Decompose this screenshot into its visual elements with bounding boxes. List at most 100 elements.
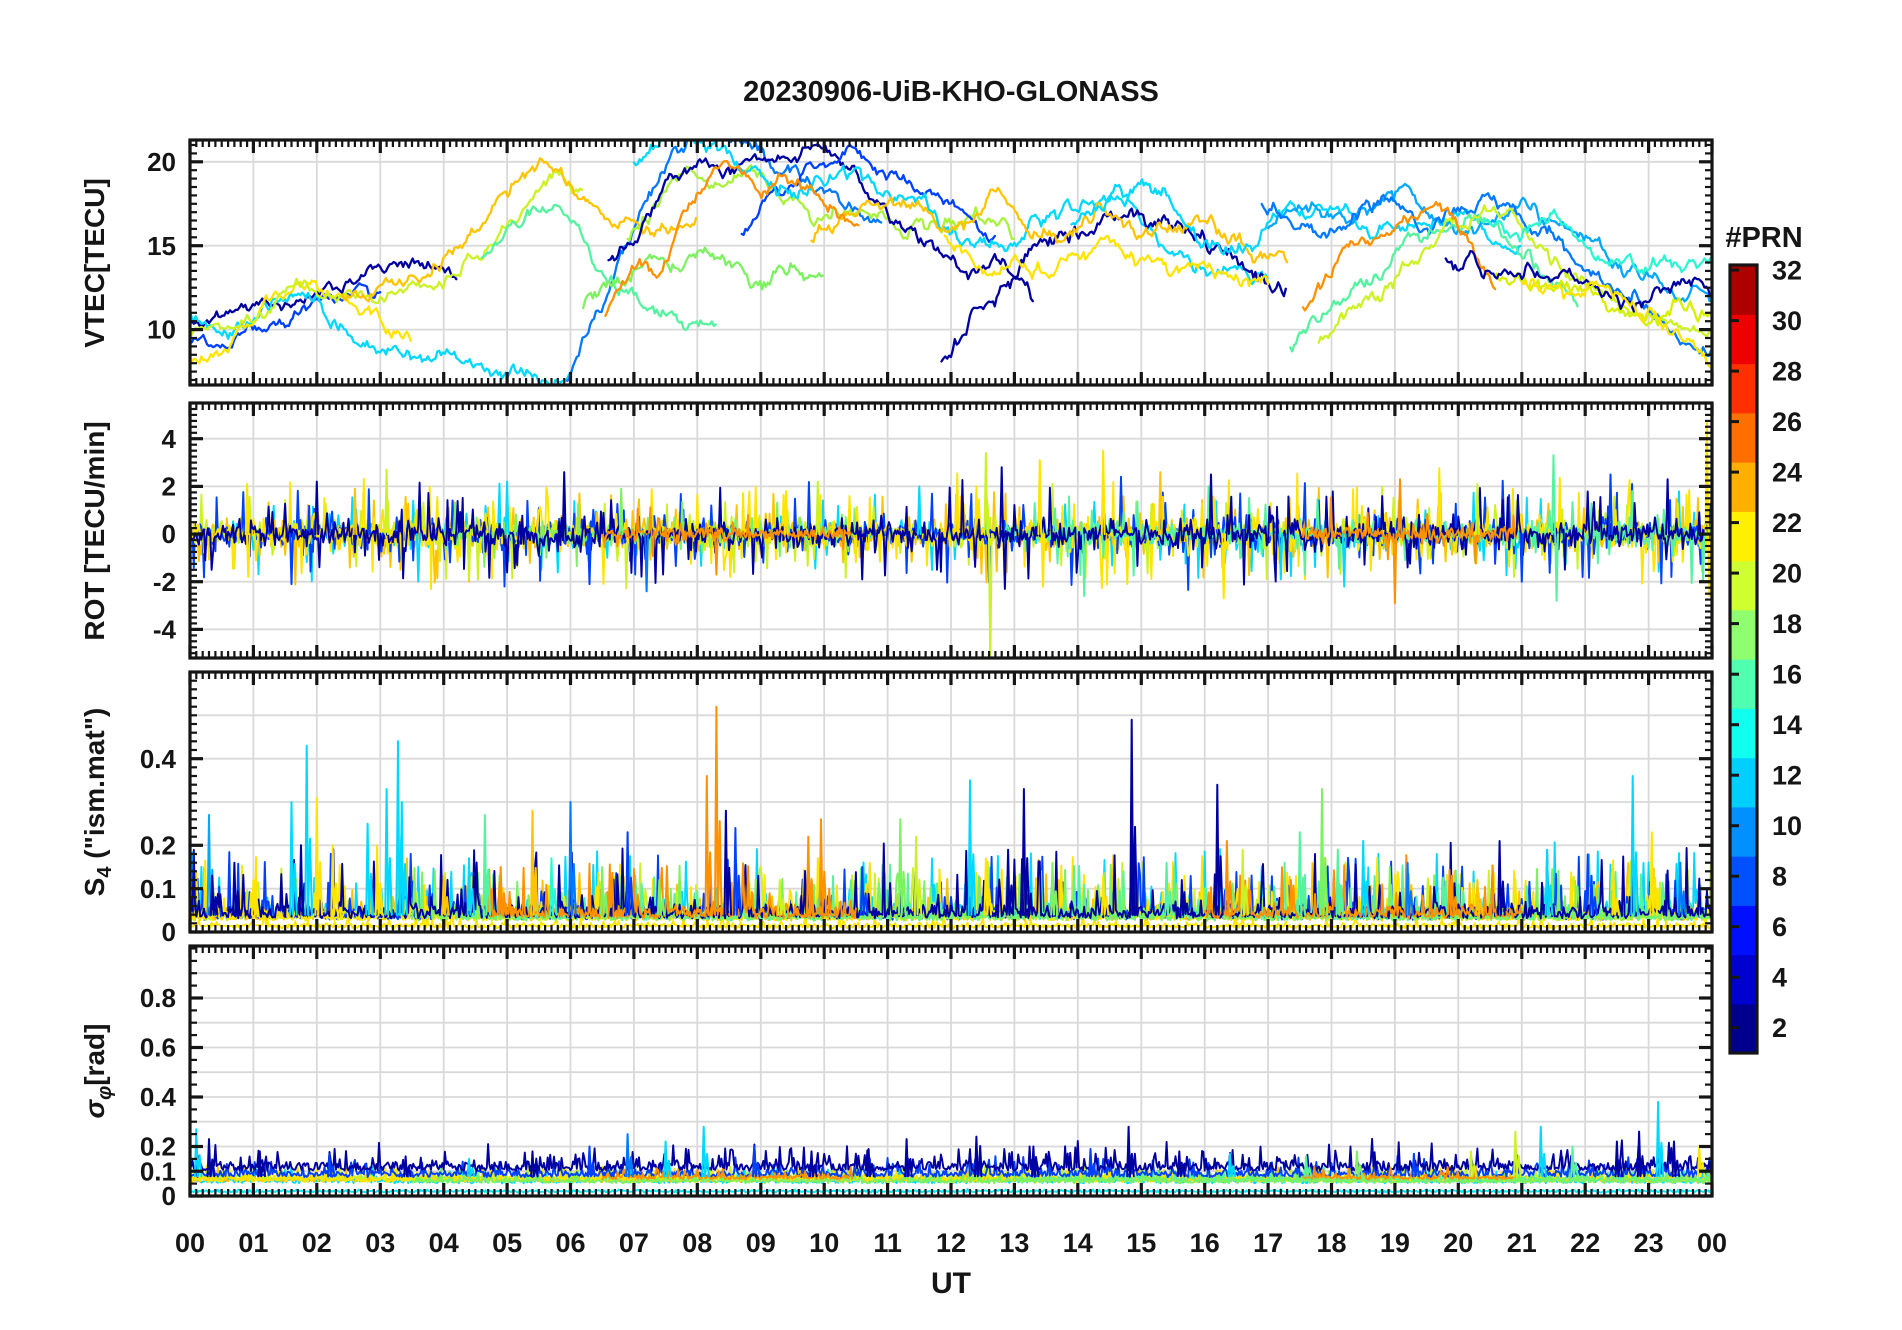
tick-label: 10 (809, 1228, 839, 1258)
data-series (384, 788, 393, 916)
x-tick-labels: 00 01 02 03 04 05 06 07 08 09 10 11 12 13 14 15 16 17 18 19… (175, 1228, 1727, 1258)
tick-label: 15 (147, 231, 176, 261)
data-series (190, 841, 1712, 920)
data-series (1665, 478, 1670, 536)
data-series (714, 533, 719, 576)
data-series (1164, 861, 1173, 916)
tick-label: 0.1 (140, 1156, 176, 1186)
data-series (441, 874, 450, 916)
tick-label: 18 (1316, 1228, 1346, 1258)
tick-label: 4 (162, 424, 177, 454)
data-series (466, 857, 476, 916)
data-series (604, 160, 860, 317)
data-series (244, 483, 250, 536)
tick-label: 0 (162, 917, 176, 947)
tick-label: 07 (619, 1228, 649, 1258)
colorbar-band (1730, 462, 1757, 512)
data-series (626, 164, 1015, 242)
data-series (663, 1140, 672, 1178)
data-series (1538, 1125, 1547, 1178)
colorbar-frame (1728, 263, 1759, 1055)
data-series (1005, 848, 1015, 916)
data-series (190, 257, 458, 328)
axis-ticks-rot (188, 401, 1714, 658)
data-series (330, 844, 339, 916)
data-series (1335, 848, 1344, 916)
axis-ticks-sigma (188, 946, 1714, 1198)
data-series (1203, 854, 1523, 920)
colorbar-band (1730, 560, 1757, 611)
data-series (1002, 533, 1008, 590)
data-series (987, 533, 993, 658)
data-series (974, 1135, 983, 1178)
data-series (940, 207, 1287, 363)
y-axis-label-sigma: σφ[rad] (79, 1024, 116, 1119)
colorbar-tick-label: 4 (1772, 963, 1787, 993)
data-series (1319, 788, 1329, 916)
data-series (399, 801, 408, 916)
y-axis-label-rot: ROT [TECU/min] (79, 421, 110, 640)
data-series (1297, 831, 1306, 916)
tick-label: 17 (1253, 1228, 1283, 1258)
series-group-rot (190, 421, 1712, 658)
data-series (480, 203, 717, 332)
tick-label: 10 (147, 315, 176, 345)
data-series (1544, 848, 1554, 916)
data-series (1260, 192, 1712, 358)
colorbar-title: #PRN (1725, 222, 1802, 254)
colorbar-band (1730, 708, 1757, 759)
colorbar-band (1730, 265, 1757, 315)
data-series (549, 857, 558, 916)
grid-sigma (190, 946, 1712, 1196)
data-series (916, 485, 922, 536)
panel-rot: -4 -2 0 2 4 ROT [TECU/min] (79, 401, 1714, 660)
tick-label: 23 (1634, 1228, 1664, 1258)
data-series (943, 234, 1270, 288)
tick-label: 03 (365, 1228, 395, 1258)
data-series (1354, 1150, 1364, 1178)
data-series (1611, 879, 1620, 916)
data-series (1589, 874, 1598, 916)
data-series (193, 1128, 203, 1178)
panel-s4: 0 0.1 0.2 0.4 S4 ("ism.mat") (79, 670, 1714, 947)
data-series (1221, 533, 1227, 600)
data-series (206, 1138, 216, 1178)
tick-label: 11 (873, 1228, 902, 1258)
data-series (656, 879, 666, 916)
data-series (403, 1155, 412, 1178)
data-series (1303, 1155, 1313, 1178)
tick-label: 04 (429, 1228, 459, 1258)
data-series (904, 1138, 913, 1178)
data-series (723, 809, 733, 916)
tick-label: 13 (999, 1228, 1029, 1258)
data-series (1013, 1166, 1712, 1184)
data-series (1100, 874, 1110, 916)
data-series (374, 844, 384, 916)
data-series (190, 479, 1712, 586)
data-series (983, 452, 989, 536)
data-series (352, 487, 358, 536)
colorbar-band (1730, 806, 1757, 857)
tick-label: 22 (1570, 1228, 1600, 1258)
data-series (1360, 840, 1370, 916)
data-series (1570, 1145, 1579, 1178)
data-series (1411, 1152, 1421, 1178)
data-series (625, 831, 634, 916)
colorbar-band (1730, 905, 1757, 956)
tick-label: 08 (682, 1228, 712, 1258)
data-series (504, 480, 510, 536)
data-series (599, 866, 609, 916)
data-series (1475, 879, 1484, 916)
tick-label: 0.2 (140, 1132, 176, 1162)
tick-label: 15 (1126, 1228, 1156, 1258)
data-series (1397, 478, 1403, 536)
data-series (625, 1133, 634, 1178)
panel-vtec: 10 15 20 VTEC[TECU] (79, 138, 1714, 387)
data-series (1126, 1125, 1135, 1178)
y-axis-label-vtec: VTEC[TECU] (79, 178, 110, 348)
data-series (245, 533, 251, 578)
data-series (1176, 1150, 1186, 1178)
colorbar-tick-label: 30 (1772, 306, 1802, 336)
data-series (289, 801, 298, 916)
